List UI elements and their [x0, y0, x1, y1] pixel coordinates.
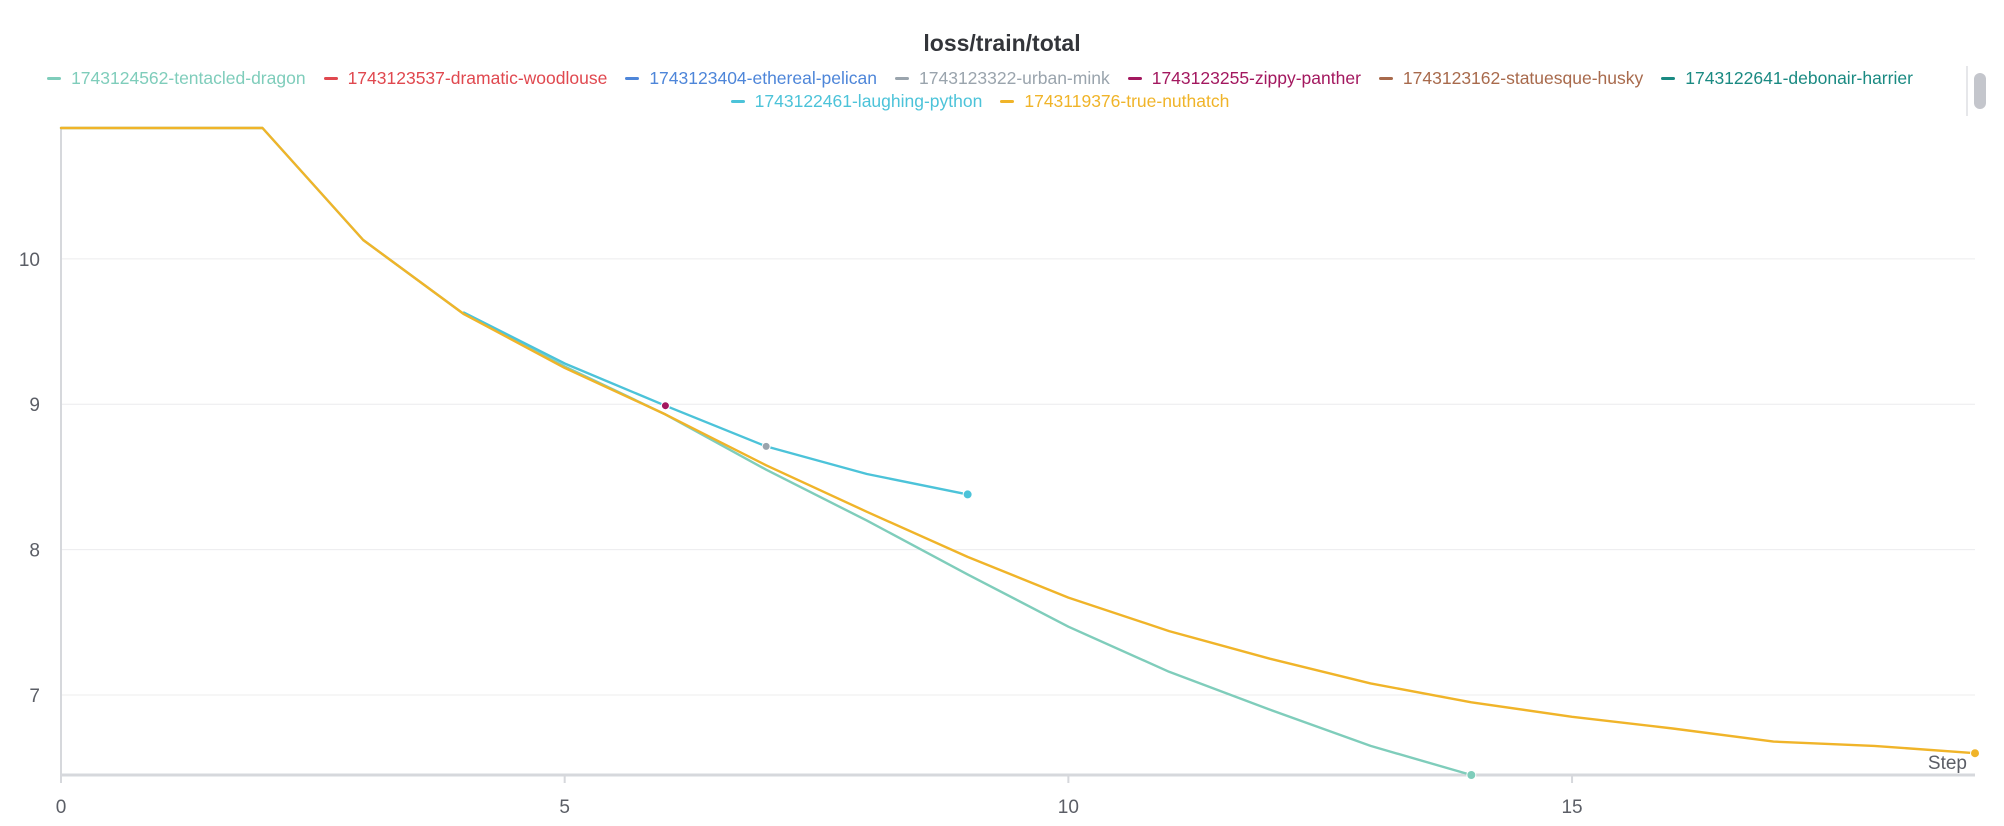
legend-swatch: [47, 77, 62, 80]
legend-swatch: [1378, 77, 1393, 80]
legend-swatch: [895, 77, 910, 80]
tick-labels: 7 8 9 10 0 5 10 15 Step: [19, 250, 1967, 818]
legend-item[interactable]: 1743122461-laughing-python: [730, 91, 983, 112]
y-tick-label: 7: [29, 686, 40, 707]
series-lines: [59, 126, 1977, 777]
legend-scrollbar-thumb[interactable]: [1974, 73, 1986, 109]
y-tick-label: 8: [29, 541, 40, 562]
legend-swatch: [323, 77, 338, 80]
series-line-1743122461-laughing-python[interactable]: [462, 311, 969, 496]
series-line-1743119376-true-nuthatch[interactable]: [59, 126, 1977, 755]
legend-scrollbar[interactable]: [1966, 66, 1986, 116]
legend-label: 1743123404-ethereal-pelican: [649, 68, 878, 88]
series-point-1743122461-laughing-python[interactable]: [962, 489, 973, 500]
legend-label: 1743119376-true-nuthatch: [1024, 91, 1230, 111]
legend-label: 1743122641-debonair-harrier: [1685, 68, 1913, 88]
legend-label: 1743122461-laughing-python: [754, 91, 983, 111]
legend-item[interactable]: 1743124562-tentacled-dragon: [47, 68, 306, 89]
legend-swatch: [1661, 77, 1676, 80]
x-tick-label: 0: [56, 797, 67, 818]
series-point-1743119376-true-nuthatch[interactable]: [1970, 748, 1980, 759]
x-tick-label: 10: [1058, 797, 1079, 818]
legend-item[interactable]: 1743119376-true-nuthatch: [1000, 91, 1229, 112]
y-tick-label: 9: [29, 395, 40, 416]
legend-label: 1743123322-urban-mink: [919, 68, 1110, 88]
legend-label: 1743124562-tentacled-dragon: [71, 68, 306, 88]
grid: [61, 258, 1975, 696]
legend-label: 1743123162-statuesque-husky: [1402, 68, 1644, 88]
legend-swatch: [1000, 100, 1015, 103]
legend-item[interactable]: 1743123537-dramatic-woodlouse: [323, 68, 608, 89]
y-tick-label: 10: [19, 250, 40, 271]
series-markers: [660, 401, 1980, 780]
series-line-1743124562-tentacled-dragon[interactable]: [59, 126, 1473, 777]
legend-item[interactable]: 1743123322-urban-mink: [895, 68, 1110, 89]
legend-swatch: [730, 100, 745, 103]
legend-item[interactable]: 1743123255-zippy-panther: [1127, 68, 1361, 89]
series-point-1743123322-urban-mink[interactable]: [761, 441, 771, 451]
series-point-1743124562-tentacled-dragon[interactable]: [1466, 770, 1477, 780]
x-tick-label: 15: [1561, 797, 1582, 818]
legend-item[interactable]: 1743123162-statuesque-husky: [1378, 68, 1644, 89]
legend-swatch: [1127, 77, 1142, 80]
legend-row: 1743124562-tentacled-dragon 1743123537-dr…: [0, 68, 1960, 89]
legend-row: 1743122461-laughing-python 1743119376-tru…: [0, 91, 1960, 112]
x-tick-label: 5: [559, 797, 570, 818]
legend-label: 1743123537-dramatic-woodlouse: [347, 68, 608, 88]
chart-title: loss/train/total: [923, 30, 1081, 56]
axes: [60, 128, 1975, 783]
x-axis-label: Step: [1928, 753, 1967, 774]
series-point-1743123255-zippy-panther[interactable]: [660, 401, 670, 411]
legend-item[interactable]: 1743122641-debonair-harrier: [1661, 68, 1913, 89]
legend-item[interactable]: 1743123404-ethereal-pelican: [625, 68, 877, 89]
legend-label: 1743123255-zippy-panther: [1151, 68, 1361, 88]
legend-swatch: [625, 77, 640, 80]
